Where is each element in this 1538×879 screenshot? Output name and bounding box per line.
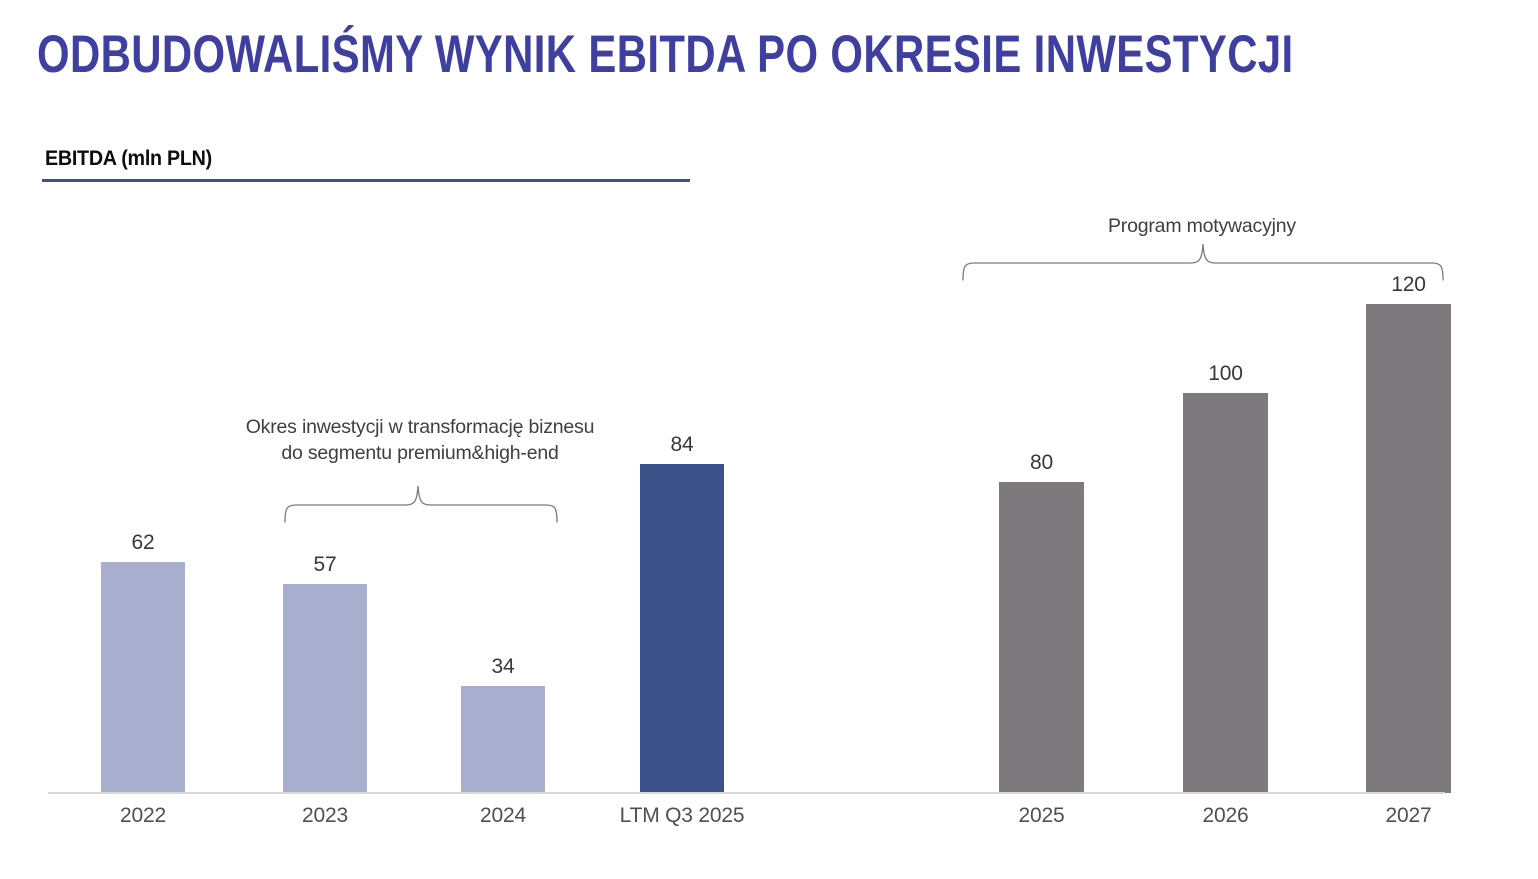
bar-2023 [283,583,367,793]
bar-ltm-q3-2025 [640,463,724,793]
bar-value-label: 100 [1208,361,1243,385]
x-axis-label: 2027 [1385,804,1432,827]
right-brace [962,243,1444,281]
chart-title-underline [42,179,690,182]
x-axis-label: 2023 [302,804,348,827]
investment-period-annotation: Okres inwestycji w transformację biznesu… [235,414,605,466]
bar-2024 [461,686,545,793]
annotation-line: Okres inwestycji w transformację biznesu [245,416,595,438]
bar-2026 [1183,392,1268,793]
bar-2022 [101,561,185,793]
page-title: ODBUDOWALIŚMY WYNIK EBITDA PO OKRESIE IN… [37,25,1294,84]
bar-2025 [999,481,1084,793]
x-axis-label: 2025 [1018,804,1065,827]
bar-value-label: 34 [491,655,515,679]
bar-value-label: 57 [313,552,337,576]
chart-title: EBITDA (mln PLN) [45,147,212,170]
incentive-program-annotation: Program motywacyjny [1107,215,1296,237]
bar-value-label: 80 [1030,450,1053,474]
bar-value-label: 120 [1391,272,1426,296]
x-axis-label: LTM Q3 2025 [619,804,745,827]
bar-value-label: 84 [670,432,694,456]
x-axis-label: 2022 [120,804,166,827]
bar-2027 [1366,303,1451,793]
x-axis-label: 2026 [1202,804,1249,827]
annotation-line: do segmentu premium&high-end [281,442,559,464]
bar-value-label: 62 [131,530,155,554]
left-brace [284,485,558,523]
x-axis-label: 2024 [480,804,526,827]
x-axis-line [48,792,1445,794]
